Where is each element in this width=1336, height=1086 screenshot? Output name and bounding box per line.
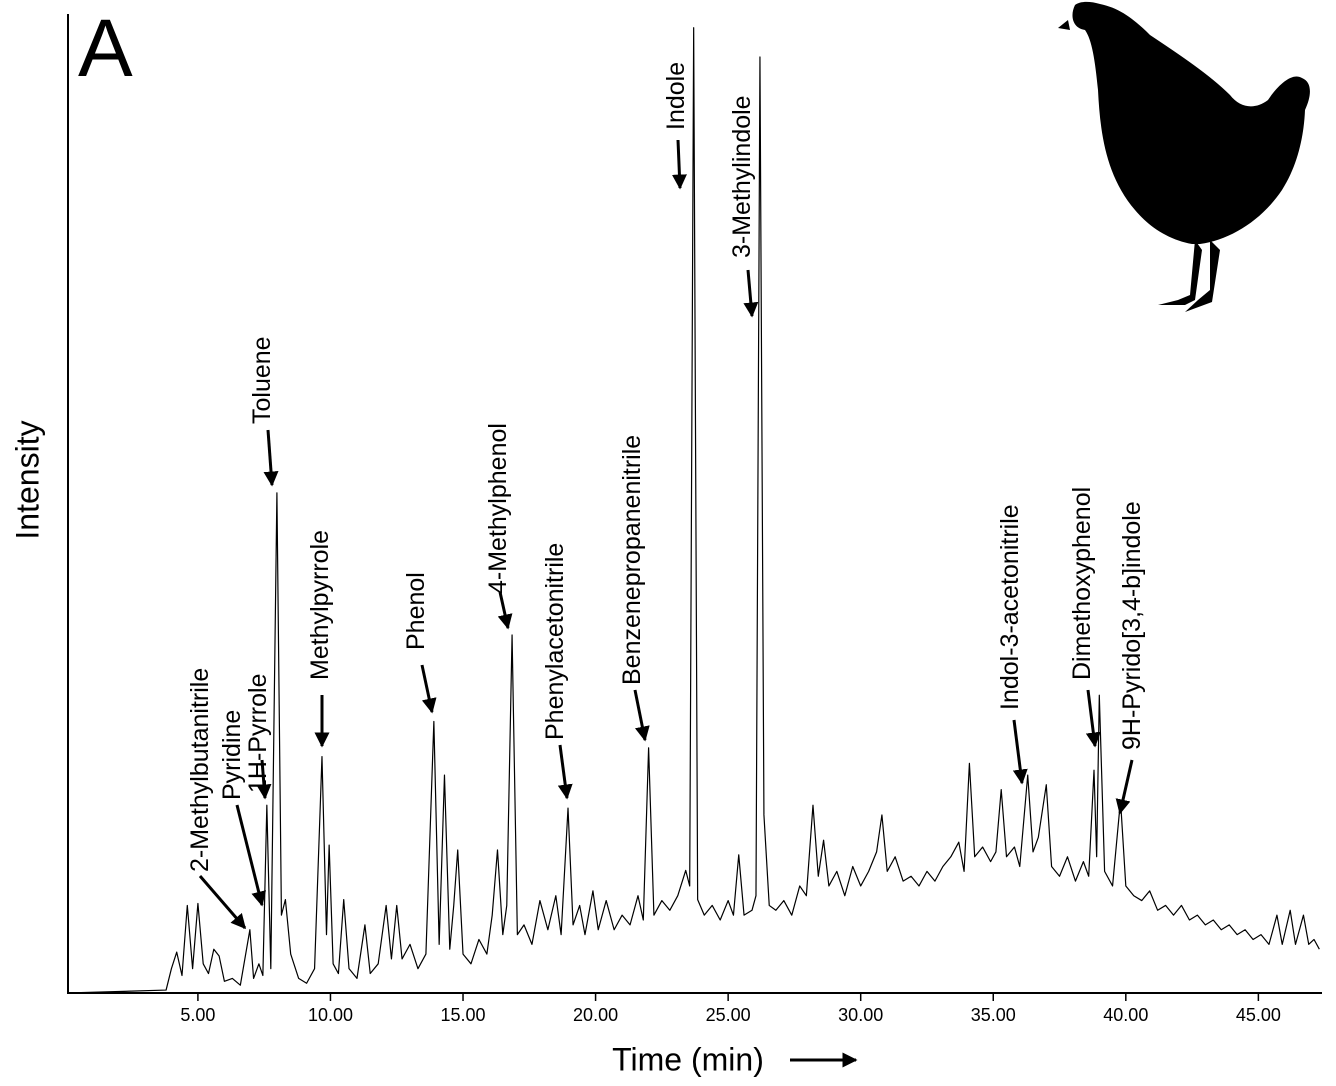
x-tick-label: 30.00 (838, 1005, 883, 1025)
peak-arrow (1088, 690, 1095, 746)
peak-label: 1H-Pyrrole (244, 674, 272, 793)
peak-label: Phenylacetonitrile (541, 543, 569, 740)
peak-label: Phenol (402, 572, 430, 650)
x-tick-label: 45.00 (1236, 1005, 1281, 1025)
peak-arrow (678, 140, 680, 188)
peak-arrow (200, 876, 245, 928)
x-axis-label: Time (min) (612, 1041, 764, 1077)
x-tick-label: 10.00 (308, 1005, 353, 1025)
chart: A Intensity Time (min) 5.00 10.00 15.00 20.… (0, 0, 1336, 1086)
peak-arrow (748, 270, 752, 316)
peak-label: 3-Methylindole (728, 95, 756, 258)
peak-label: Benzenepropanenitrile (618, 435, 646, 685)
peak-label: 4-Methylphenol (484, 423, 512, 594)
chicken-silhouette (1058, 2, 1310, 312)
peak-arrow (635, 690, 645, 740)
x-tick-label: 5.00 (180, 1005, 215, 1025)
peak-arrow (268, 430, 272, 485)
peak-label: Methylpyrrole (306, 530, 334, 680)
peak-arrow (422, 665, 432, 712)
peak-arrow (237, 805, 262, 905)
peak-arrow (1014, 720, 1022, 783)
y-axis-label: Intensity (9, 420, 45, 539)
peak-label: Pyridine (218, 710, 246, 800)
peak-arrow (500, 592, 508, 628)
x-tick-label: 20.00 (573, 1005, 618, 1025)
peak-arrow (560, 745, 567, 798)
x-tick-label: 15.00 (440, 1005, 485, 1025)
peak-label: 9H-Pyrido[3,4-b]indole (1118, 501, 1146, 750)
x-tick-label: 40.00 (1103, 1005, 1148, 1025)
panel-label: A (78, 3, 133, 94)
peak-label: 2-Methylbutanitrile (186, 668, 214, 872)
x-tick-label: 35.00 (971, 1005, 1016, 1025)
peak-label: Indole (662, 62, 690, 130)
peak-label: Dimethoxyphenol (1068, 487, 1096, 680)
peak-arrow (1120, 760, 1132, 813)
page: {"chart_data": { "type": "line", "panel_… (0, 0, 1336, 1086)
peak-label: Indol-3-acetonitrile (996, 504, 1024, 710)
peak-label: Toluene (248, 336, 276, 424)
x-tick-label: 25.00 (706, 1005, 751, 1025)
